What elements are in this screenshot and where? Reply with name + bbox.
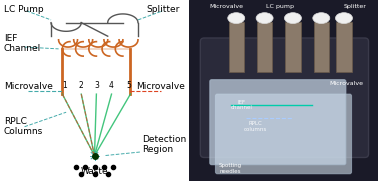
Text: Detection
Region: Detection Region <box>142 135 186 155</box>
Text: Waste: Waste <box>81 167 108 176</box>
Text: LC Pump: LC Pump <box>4 5 43 14</box>
Bar <box>336 22 352 72</box>
Text: 3: 3 <box>94 81 99 90</box>
Text: RPLC
Columns: RPLC Columns <box>4 117 43 136</box>
Text: RPLC
columns: RPLC columns <box>243 121 267 132</box>
Ellipse shape <box>228 13 245 24</box>
Bar <box>314 22 329 72</box>
Text: IEF
channel: IEF channel <box>231 100 253 110</box>
Text: Splitter: Splitter <box>344 4 367 9</box>
Bar <box>257 22 272 72</box>
Ellipse shape <box>313 13 330 24</box>
Bar <box>285 22 301 72</box>
Text: LC pump: LC pump <box>266 4 294 9</box>
Text: Microvalve: Microvalve <box>4 82 53 91</box>
Text: IEF
Channel: IEF Channel <box>4 34 41 53</box>
Text: Microvalve: Microvalve <box>210 4 244 9</box>
Text: 2: 2 <box>79 81 84 90</box>
Text: 4: 4 <box>109 81 114 90</box>
Bar <box>229 22 244 72</box>
FancyBboxPatch shape <box>200 38 369 157</box>
Text: Microvalve: Microvalve <box>329 81 363 86</box>
Text: Spotting
needles: Spotting needles <box>219 163 242 174</box>
Text: 1: 1 <box>62 81 67 90</box>
Ellipse shape <box>336 13 353 24</box>
Text: Splitter: Splitter <box>146 5 180 14</box>
FancyBboxPatch shape <box>210 80 346 165</box>
Text: Microvalve: Microvalve <box>136 82 185 91</box>
Text: 5: 5 <box>126 81 131 90</box>
FancyBboxPatch shape <box>215 94 352 174</box>
Ellipse shape <box>284 13 301 24</box>
Ellipse shape <box>256 13 273 24</box>
